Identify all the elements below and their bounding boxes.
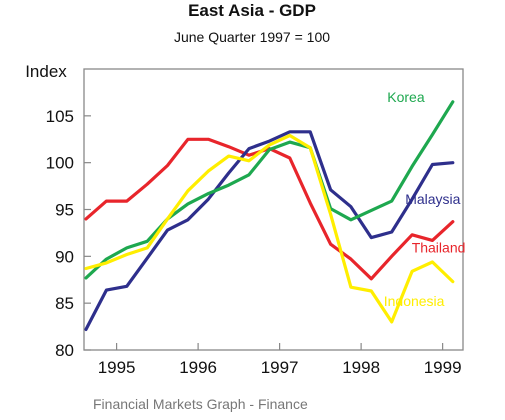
chart-title: East Asia - GDP xyxy=(188,1,316,20)
x-tick-label: 1995 xyxy=(98,358,136,377)
y-tick-label: 80 xyxy=(55,341,74,360)
series-lines xyxy=(84,100,455,331)
footer-source: Financial Markets Graph - Finance xyxy=(93,396,308,412)
series-line-thailand xyxy=(84,137,455,281)
y-tick-label: 90 xyxy=(55,247,74,266)
series-label-thailand: Thailand xyxy=(412,240,466,256)
x-tick-label: 1999 xyxy=(424,358,462,377)
series-label-korea: Korea xyxy=(387,89,425,105)
y-tick-label: 85 xyxy=(55,294,74,313)
chart-subtitle: June Quarter 1997 = 100 xyxy=(174,29,330,45)
series-line-indonesia xyxy=(84,133,455,324)
x-tick-label: 1997 xyxy=(261,358,299,377)
y-axis-label: Index xyxy=(25,62,67,81)
axis-ticks: 80 85 90 95 100 105 1995 1996 1997 1998 1999 xyxy=(46,107,462,377)
x-tick-label: 1996 xyxy=(179,358,217,377)
series-labels: Korea Malaysia Thailand Indonesia xyxy=(384,89,466,309)
series-line-malaysia xyxy=(84,130,455,331)
series-line-korea xyxy=(84,100,455,280)
y-tick-label: 105 xyxy=(46,107,74,126)
x-tick-label: 1998 xyxy=(342,358,380,377)
series-label-malaysia: Malaysia xyxy=(405,191,460,207)
y-tick-label: 100 xyxy=(46,154,74,173)
series-label-indonesia: Indonesia xyxy=(384,293,445,309)
y-tick-label: 95 xyxy=(55,201,74,220)
